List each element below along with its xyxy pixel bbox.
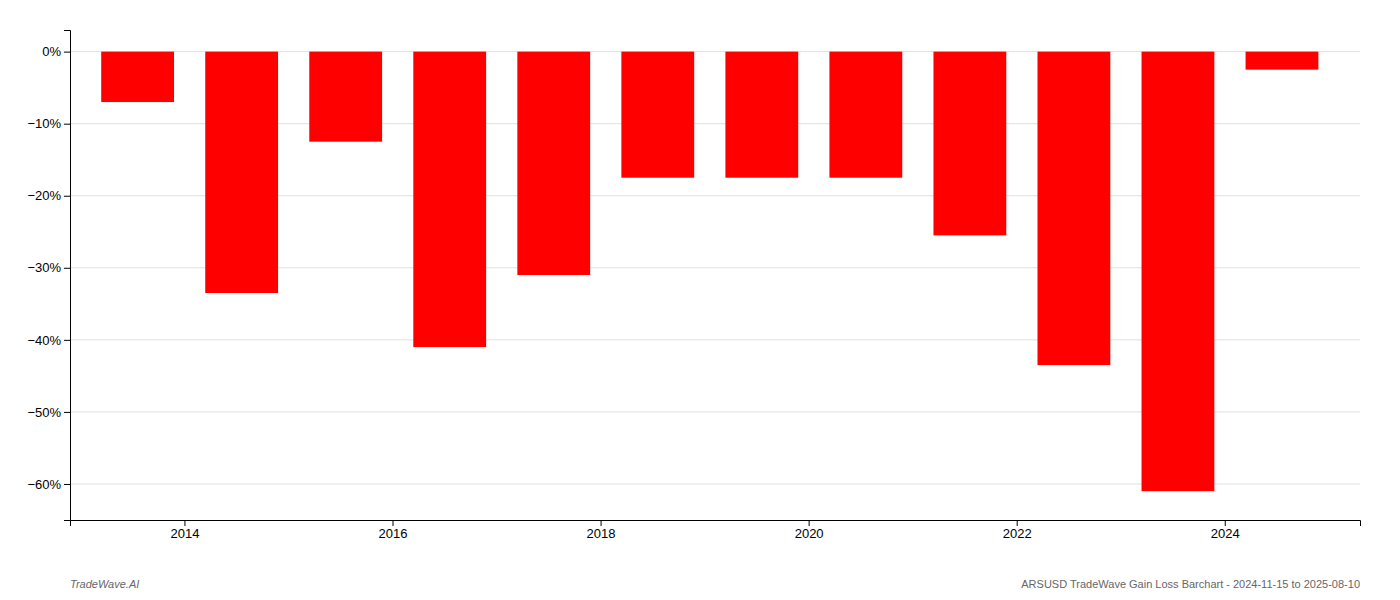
y-tick-mark	[64, 340, 70, 341]
bar	[1038, 52, 1111, 365]
y-tick: −50%	[27, 405, 70, 420]
chart: 2014 2016 2018 2020 2022 2024 0% −10% −20% −30% −4…	[0, 0, 1400, 600]
y-tick: −40%	[27, 333, 70, 348]
footer-text: ARSUSD TradeWave Gain Loss Barchart - 20…	[1021, 578, 1360, 590]
x-tick-label: 2014	[170, 526, 199, 541]
y-tick-label: −50%	[27, 405, 61, 420]
y-tick: −10%	[27, 116, 70, 131]
x-tick-label: 2018	[587, 526, 616, 541]
x-axis-line	[71, 521, 1361, 527]
y-tick-mark	[64, 52, 70, 53]
x-tick-label: 2016	[379, 526, 408, 541]
bar	[1142, 52, 1215, 492]
x-tick: 2022	[1003, 520, 1032, 541]
bars	[101, 52, 1318, 492]
y-tick-mark	[64, 268, 70, 269]
y-tick-label: −20%	[27, 188, 61, 203]
x-tick: 2014	[170, 520, 199, 541]
x-tick: 2024	[1211, 520, 1240, 541]
bar	[621, 52, 694, 178]
x-tick: 2018	[587, 520, 616, 541]
bar	[205, 52, 278, 293]
y-axis: 0% −10% −20% −30% −40% −50% −60%	[27, 31, 70, 521]
bar	[933, 52, 1006, 236]
x-tick: 2016	[379, 520, 408, 541]
x-tick-mark	[393, 520, 394, 526]
x-axis: 2014 2016 2018 2020 2022 2024	[71, 520, 1361, 541]
x-tick-mark	[1017, 520, 1018, 526]
bar	[1246, 52, 1319, 70]
y-tick-label: −40%	[27, 333, 61, 348]
bar	[725, 52, 798, 178]
y-tick-mark	[64, 412, 70, 413]
x-tick-label: 2022	[1003, 526, 1032, 541]
y-tick-label: 0%	[42, 44, 61, 59]
y-tick-mark	[64, 124, 70, 125]
bar	[517, 52, 590, 275]
y-tick-mark	[64, 196, 70, 197]
x-tick-mark	[601, 520, 602, 526]
y-tick-mark	[64, 484, 70, 485]
y-tick: −60%	[27, 477, 70, 492]
y-tick-label: −30%	[27, 260, 61, 275]
x-tick-mark	[184, 520, 185, 526]
annotations: TradeWave.AI ARSUSD TradeWave Gain Loss B…	[70, 578, 1360, 590]
y-tick: −30%	[27, 260, 70, 275]
y-tick-label: −10%	[27, 116, 61, 131]
x-tick-mark	[809, 520, 810, 526]
footer-text: TradeWave.AI	[70, 578, 139, 590]
x-tick: 2020	[795, 520, 824, 541]
y-tick: −20%	[27, 188, 70, 203]
x-tick-label: 2020	[795, 526, 824, 541]
y-axis-line	[64, 31, 71, 521]
x-tick-label: 2024	[1211, 526, 1240, 541]
bar	[829, 52, 902, 178]
bar	[101, 52, 174, 102]
y-tick: 0%	[42, 44, 70, 59]
bar	[413, 52, 486, 347]
plot: 2014 2016 2018 2020 2022 2024 0% −10% −20% −30% −4…	[27, 31, 1360, 542]
y-tick-label: −60%	[27, 477, 61, 492]
bar	[309, 52, 382, 142]
x-tick-mark	[1225, 520, 1226, 526]
